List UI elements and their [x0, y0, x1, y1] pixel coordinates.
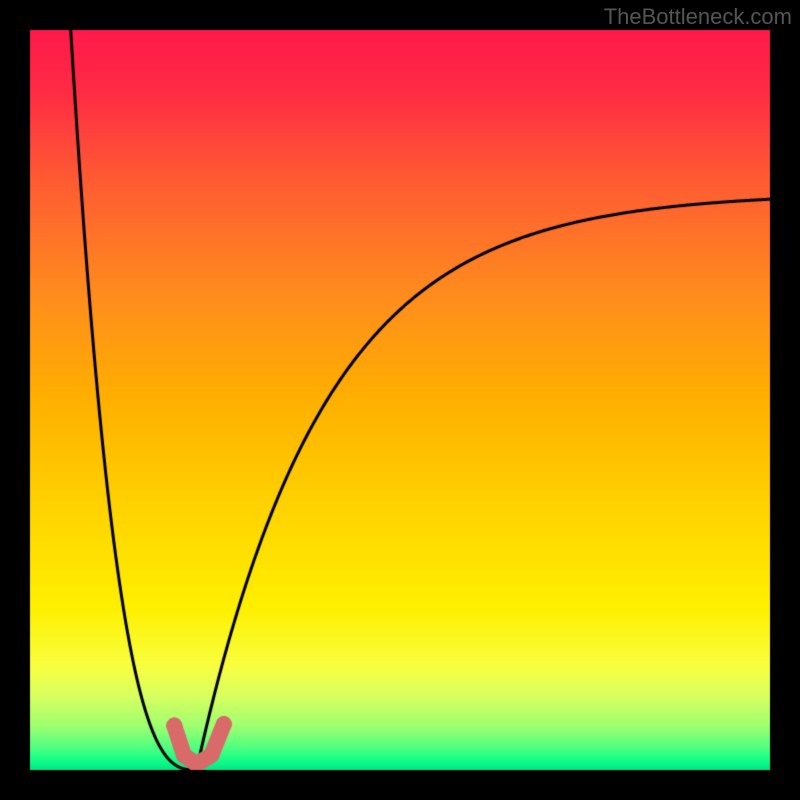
- watermark-label: TheBottleneck.com: [604, 4, 792, 30]
- chart-stage: TheBottleneck.com: [0, 0, 800, 800]
- bottleneck-curve-chart: [0, 0, 800, 800]
